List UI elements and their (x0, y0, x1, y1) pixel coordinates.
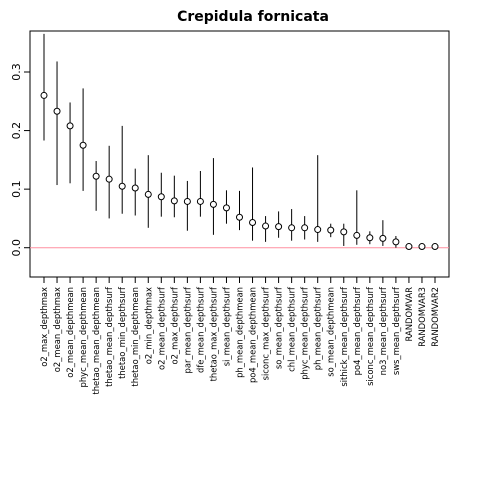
x-tick-label: ph_mean_depthsurf (313, 286, 323, 370)
data-point (92, 172, 100, 180)
x-tick-label: o2_max_depthsurf (169, 286, 179, 365)
data-point (405, 243, 413, 251)
data-point (105, 175, 113, 183)
data-points (40, 91, 439, 251)
data-point (236, 213, 243, 221)
data-point (144, 190, 152, 198)
data-point (353, 231, 361, 239)
data-point (196, 197, 204, 205)
x-tick-label: no3_mean_depthsurf (378, 286, 388, 375)
data-point (288, 224, 296, 232)
data-point (418, 243, 426, 251)
data-point (262, 222, 270, 230)
x-tick-label: sithick_mean_depthsurf (339, 286, 349, 387)
x-tick-label: thetao_mean_depthmean (91, 287, 101, 395)
data-point (183, 197, 191, 205)
x-tick-label: so_mean_depthmean (326, 287, 336, 377)
data-point (222, 204, 230, 212)
y-tick-label: 0.1 (10, 180, 23, 198)
data-point (379, 234, 387, 242)
y-tick-label: 0.2 (10, 122, 23, 140)
x-tick-label: so_mean_depthsurf (274, 286, 284, 369)
x-tick-label: ph_mean_depthmean (235, 287, 245, 378)
x-tick-label: phyc_mean_depthsurf (300, 286, 310, 380)
data-point (392, 238, 400, 246)
x-tick-label: thetao_min_depthmean (130, 287, 140, 387)
data-point (209, 200, 217, 208)
data-point (66, 122, 74, 130)
data-point (366, 234, 374, 242)
x-tick-label: phyc_mean_depthmean (78, 287, 88, 387)
data-point (170, 197, 178, 205)
x-axis: o2_max_depthmax o2_mean_depthmax o2_mean_d… (39, 277, 440, 395)
y-axis: 0.0 0.1 0.2 0.3 (10, 63, 30, 256)
x-tick-label: o2_max_depthmax (39, 287, 49, 367)
x-tick-label: po4_mean_depthsurf (352, 286, 362, 375)
data-point (118, 182, 126, 190)
x-tick-label: si_mean_depthsurf (221, 286, 231, 366)
data-point (431, 243, 439, 251)
data-point (157, 193, 165, 201)
data-point (327, 226, 335, 234)
x-tick-label: par_mean_depthsurf (182, 286, 192, 374)
x-tick-label: siconc_max_depthsurf (261, 286, 271, 380)
data-point (131, 184, 139, 192)
data-point (340, 228, 348, 236)
x-tick-label: thetao_mean_depthsurf (104, 286, 114, 387)
x-tick-label: chl_mean_depthsurf (287, 286, 297, 372)
y-tick-label: 0.3 (10, 63, 23, 81)
plot-frame (29, 30, 450, 278)
x-tick-label: thetao_min_depthsurf (117, 286, 127, 379)
data-point (40, 91, 48, 99)
x-tick-label: o2_mean_depthmax (52, 287, 62, 372)
x-tick-label: RANDOMVAR2 (430, 287, 440, 347)
x-tick-label: o2_mean_depthmean (65, 287, 75, 378)
y-tick-label: 0.0 (10, 239, 23, 257)
chart-title: Crepidula fornicata (177, 9, 329, 25)
data-point (249, 219, 257, 227)
x-tick-label: o2_min_depthmax (143, 287, 153, 364)
x-tick-label: siconc_mean_depthsurf (365, 286, 375, 386)
x-tick-label: RANDOMVAR (404, 287, 414, 342)
x-tick-label: thetao_max_depthsurf (208, 286, 218, 381)
x-tick-label: RANDOMVAR3 (417, 287, 427, 347)
x-tick-label: sws_mean_depthsurf (391, 286, 401, 375)
data-point (275, 223, 283, 231)
data-point (314, 226, 322, 234)
x-tick-label: o2_mean_depthsurf (156, 286, 166, 370)
x-tick-label: po4_mean_depthmean (248, 287, 258, 383)
data-point (301, 224, 309, 232)
x-tick-label: dfe_mean_depthsurf (195, 286, 205, 373)
data-point (53, 107, 61, 115)
data-point (79, 141, 87, 149)
